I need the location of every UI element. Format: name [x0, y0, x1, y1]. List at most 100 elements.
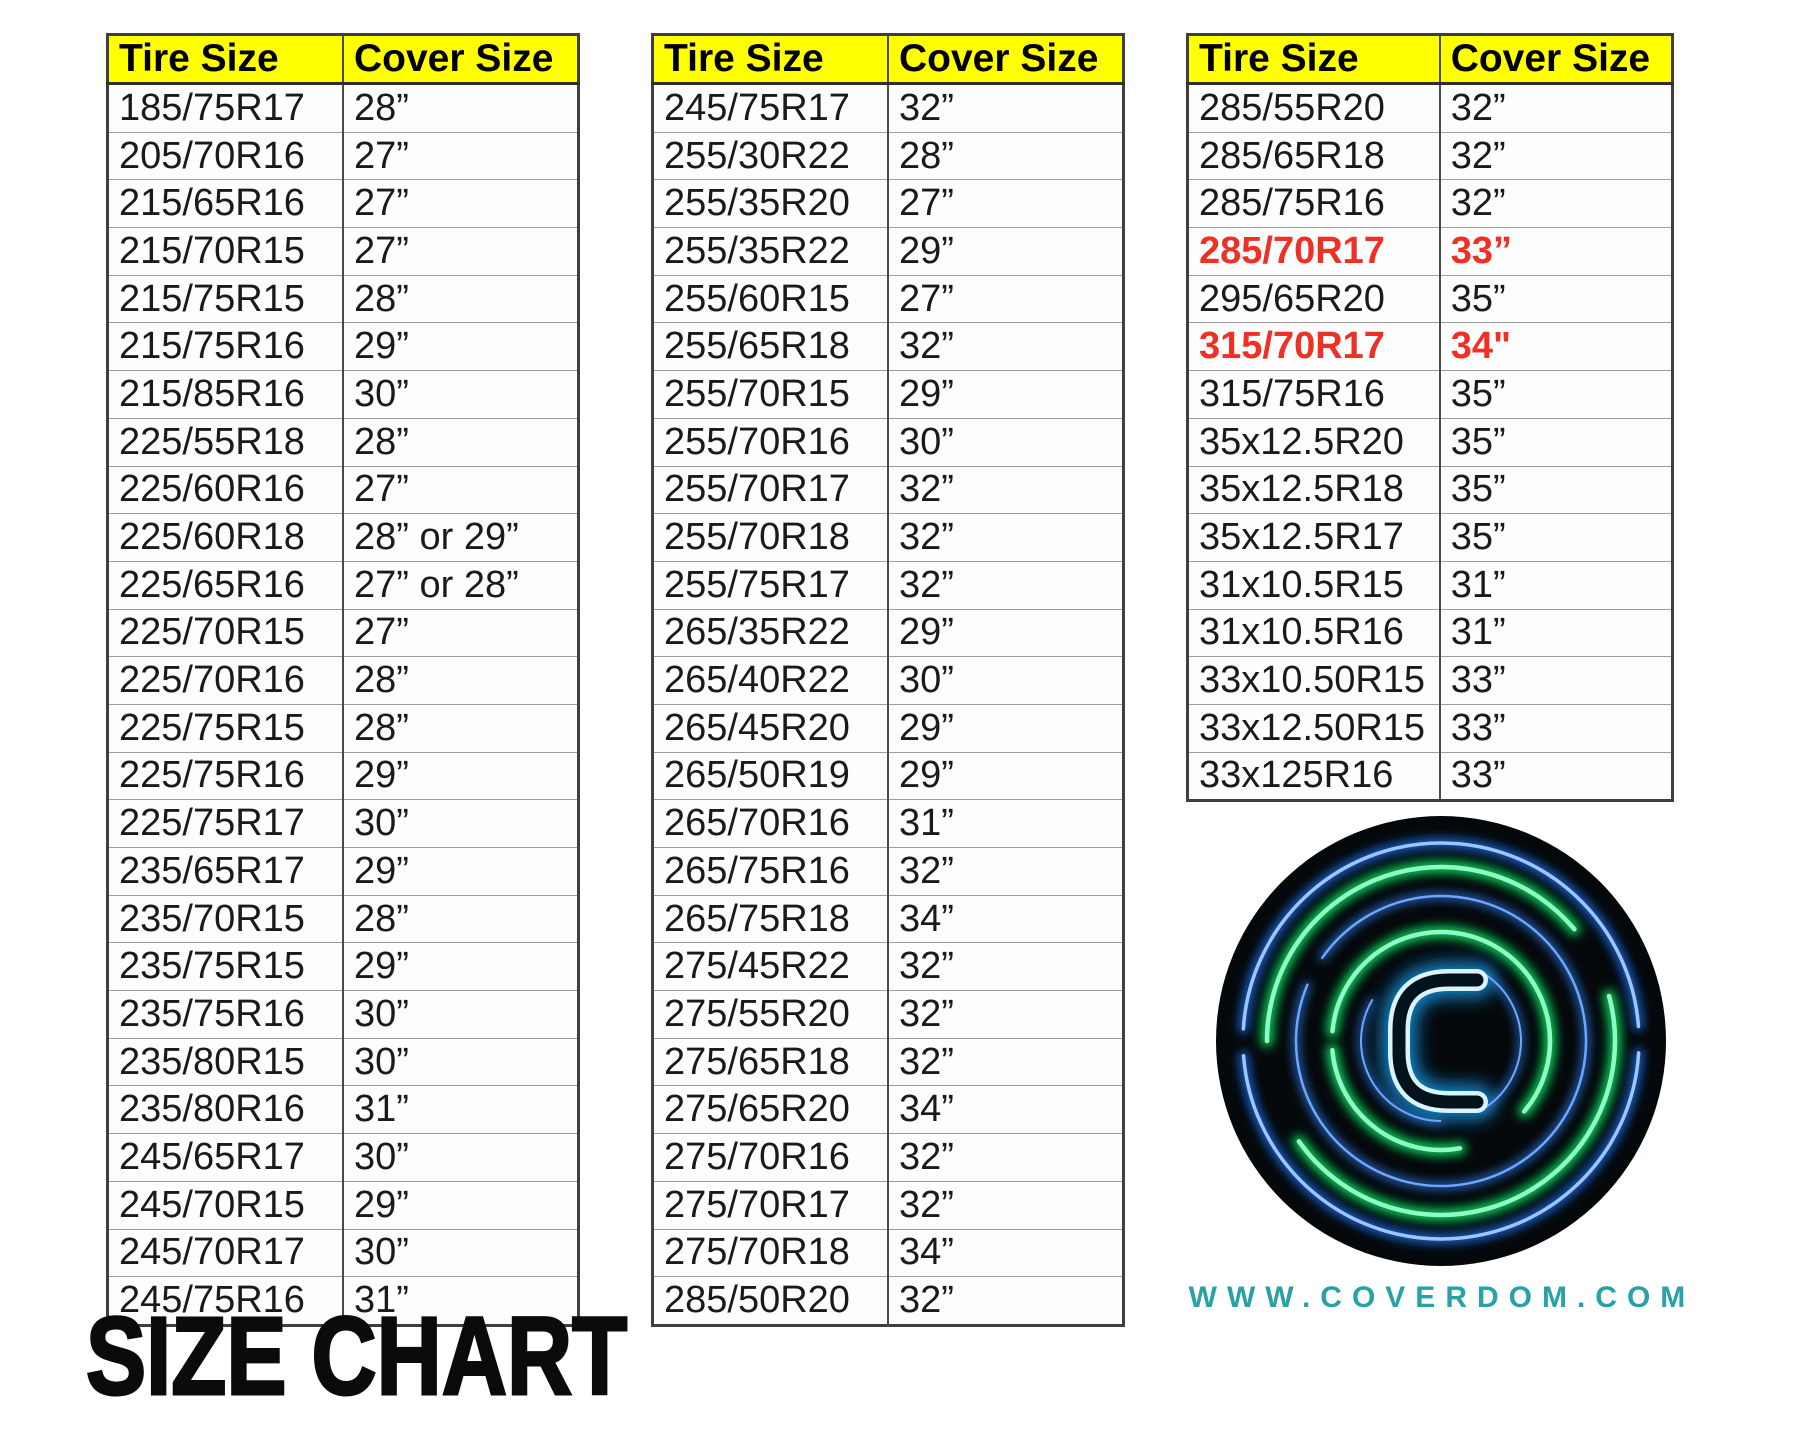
- tire-size-cell: 255/65R18: [652, 322, 889, 372]
- cover-size-cell: 32”: [888, 466, 1124, 515]
- tire-cover-table-1: Tire Size Cover Size 185/75R17 28” 205/70R…: [106, 33, 580, 1327]
- table-row: 245/75R16 31”: [107, 1276, 579, 1326]
- tire-size-cell: 275/70R16: [652, 1133, 889, 1182]
- cover-size-cell: 30”: [343, 799, 579, 848]
- tire-size-cell: 295/65R20: [1187, 275, 1441, 324]
- table-row: 215/70R15 27”: [107, 227, 579, 276]
- neon-ring-blue-outer: [1241, 841, 1641, 1241]
- tire-size-cell: 35x12.5R17: [1187, 513, 1441, 562]
- cover-size-cell: 32”: [1439, 132, 1673, 181]
- table-row: 205/70R16 27”: [107, 132, 579, 181]
- table-row: 275/70R18 34”: [652, 1229, 1124, 1278]
- cover-size-cell: 32”: [888, 1133, 1124, 1182]
- tire-size-cell: 275/65R18: [652, 1038, 889, 1087]
- cover-size-header: Cover Size: [343, 34, 579, 85]
- cover-size-cell: 29”: [888, 609, 1124, 658]
- page-title: SIZE CHART: [85, 1295, 629, 1418]
- cover-size-cell: 30”: [343, 370, 579, 419]
- tire-size-cell: 265/70R16: [652, 799, 889, 848]
- table-row: 315/75R16 35”: [1187, 370, 1673, 419]
- table-row: 235/80R15 30”: [107, 1038, 579, 1087]
- cover-size-cell: 28”: [343, 895, 579, 944]
- tire-size-cell: 225/55R18: [107, 418, 344, 467]
- table-row: 265/70R16 31”: [652, 799, 1124, 848]
- table-row: 35x12.5R17 35”: [1187, 513, 1673, 562]
- tire-size-cell: 245/70R15: [107, 1181, 344, 1230]
- tire-size-cell: 215/65R16: [107, 179, 344, 229]
- cover-size-cell: 27”: [888, 179, 1124, 229]
- cover-size-cell: 32”: [1439, 179, 1673, 229]
- table-row: 275/55R20 32”: [652, 990, 1124, 1039]
- cover-size-cell: 32”: [888, 847, 1124, 896]
- tire-size-cell: 285/50R20: [652, 1276, 889, 1326]
- tire-size-cell: 315/70R17: [1187, 322, 1441, 372]
- tire-size-header: Tire Size: [652, 34, 889, 85]
- cover-size-cell: 30”: [888, 418, 1124, 467]
- tire-size-cell: 265/75R16: [652, 847, 889, 896]
- tire-size-cell: 215/75R16: [107, 322, 344, 372]
- table-row: 255/35R22 29”: [652, 227, 1124, 276]
- tire-size-cell: 33x10.50R15: [1187, 656, 1441, 705]
- cover-size-cell: 32”: [888, 990, 1124, 1039]
- tire-size-cell: 265/45R20: [652, 704, 889, 753]
- tire-size-cell: 255/70R18: [652, 513, 889, 562]
- cover-size-cell: 34”: [888, 1229, 1124, 1278]
- tire-size-cell: 225/60R16: [107, 466, 344, 515]
- coverdom-logo: C: [1214, 814, 1668, 1268]
- logo-black-disc: [1216, 816, 1666, 1266]
- tire-size-cell: 285/75R16: [1187, 179, 1441, 229]
- table-row: 285/75R16 32”: [1187, 179, 1673, 229]
- cover-size-cell: 27”: [343, 609, 579, 658]
- tire-size-cell: 275/70R17: [652, 1181, 889, 1230]
- table-row: 33x125R16 33”: [1187, 752, 1673, 802]
- table-row: 225/75R15 28”: [107, 704, 579, 753]
- header-row: Tire Size Cover Size: [652, 34, 1124, 85]
- table-row: 255/35R20 27”: [652, 179, 1124, 229]
- tire-size-cell: 225/65R16: [107, 561, 344, 610]
- table-row: 215/85R16 30”: [107, 370, 579, 419]
- cover-size-cell: 33”: [1439, 752, 1673, 802]
- cover-size-cell: 27”: [343, 179, 579, 229]
- table-row: 255/30R22 28”: [652, 132, 1124, 181]
- table-row: 215/65R16 27”: [107, 179, 579, 229]
- cover-size-cell: 27”: [343, 227, 579, 276]
- cover-size-cell: 30”: [343, 1229, 579, 1278]
- neon-ring-blue-mid: [1294, 894, 1588, 1188]
- cover-size-cell: 35”: [1439, 513, 1673, 562]
- table-row: 245/65R17 30”: [107, 1133, 579, 1182]
- table-row: 225/70R15 27”: [107, 609, 579, 658]
- cover-size-cell: 28” or 29”: [343, 513, 579, 562]
- tire-size-cell: 225/75R15: [107, 704, 344, 753]
- website-url: WWW.COVERDOM.COM: [1188, 1281, 1696, 1314]
- table-row: 255/70R17 32”: [652, 466, 1124, 515]
- cover-size-header: Cover Size: [888, 34, 1124, 85]
- tire-size-cell: 31x10.5R15: [1187, 561, 1441, 610]
- cover-size-cell: 29”: [343, 1181, 579, 1230]
- table-row: 35x12.5R20 35”: [1187, 418, 1673, 467]
- table-row: 265/35R22 29”: [652, 609, 1124, 658]
- table-row: 225/75R16 29”: [107, 752, 579, 801]
- cover-size-cell: 29”: [888, 704, 1124, 753]
- cover-size-cell: 31”: [1439, 561, 1673, 610]
- table-row: 275/65R18 32”: [652, 1038, 1124, 1087]
- tire-size-cell: 255/35R22: [652, 227, 889, 276]
- table-row: 245/75R17 32”: [652, 83, 1124, 133]
- table-row: 255/70R18 32”: [652, 513, 1124, 562]
- tire-size-cell: 265/50R19: [652, 752, 889, 801]
- tire-cover-table-2: Tire Size Cover Size 245/75R17 32” 255/30R…: [651, 33, 1125, 1327]
- cover-size-cell: 28”: [343, 418, 579, 467]
- table-row: 255/75R17 32”: [652, 561, 1124, 610]
- table-row: 215/75R15 28”: [107, 275, 579, 324]
- cover-size-header: Cover Size: [1439, 34, 1673, 85]
- tire-size-cell: 235/80R15: [107, 1038, 344, 1087]
- tire-size-cell: 225/70R15: [107, 609, 344, 658]
- table-row: 275/65R20 34”: [652, 1085, 1124, 1135]
- table-row: 245/70R17 30”: [107, 1229, 579, 1278]
- table-row: 225/60R16 27”: [107, 466, 579, 515]
- cover-size-cell: 32”: [888, 513, 1124, 562]
- cover-size-cell: 32”: [888, 83, 1124, 133]
- tire-size-cell: 235/75R15: [107, 942, 344, 992]
- table-row: 285/55R20 32”: [1187, 83, 1673, 133]
- table-row: 33x12.50R15 33”: [1187, 704, 1673, 753]
- table-row: 245/70R15 29”: [107, 1181, 579, 1230]
